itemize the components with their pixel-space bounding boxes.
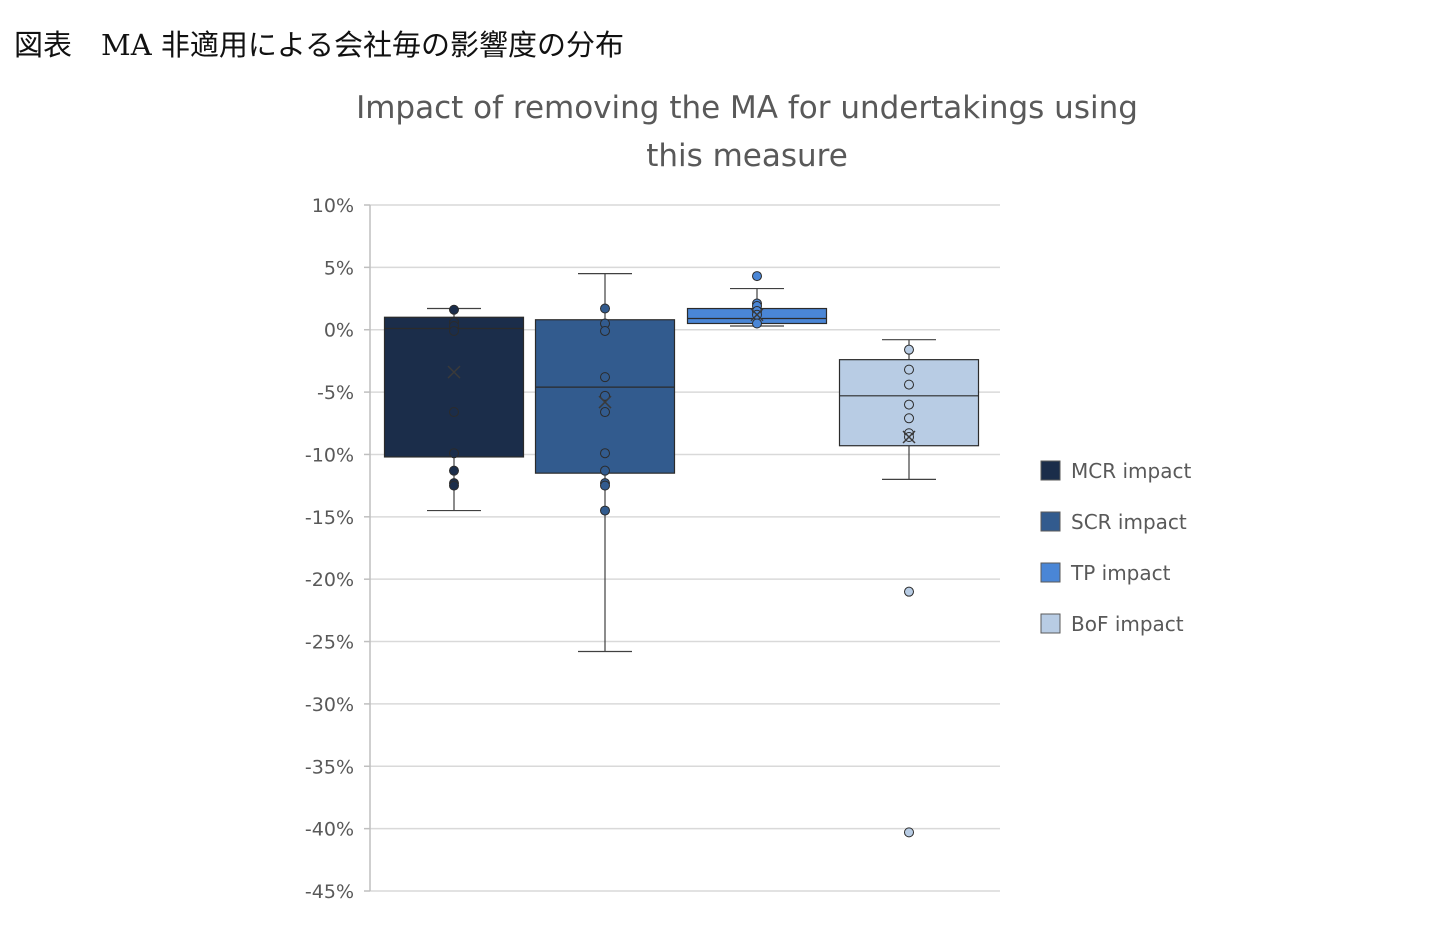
- legend-label: TP impact: [1070, 561, 1171, 585]
- figure-caption: 図表 MA 非適用による会社毎の影響度の分布: [14, 28, 624, 62]
- data-point: [600, 303, 610, 314]
- y-tick-label: -45%: [305, 881, 354, 903]
- mean-marker: [902, 430, 916, 444]
- y-tick-label: -15%: [305, 507, 354, 529]
- legend: MCR impact SCR impact TP impact BoF impact: [1040, 459, 1191, 636]
- legend-swatch: [1040, 511, 1061, 532]
- data-point: [904, 344, 914, 355]
- data-point: [449, 480, 459, 491]
- y-tick-label: 10%: [312, 195, 354, 217]
- data-point: [904, 399, 914, 410]
- y-tick-label: -10%: [305, 444, 354, 466]
- data-point: [904, 586, 914, 597]
- box-series: [838, 339, 980, 838]
- data-point: [600, 372, 610, 383]
- chart-title-line-1: Impact of removing the MA for undertakin…: [356, 90, 1138, 126]
- legend-label: MCR impact: [1071, 459, 1191, 483]
- mean-marker-stroke: [598, 395, 612, 409]
- y-tick-label: 0%: [324, 320, 354, 342]
- data-point: [600, 465, 610, 476]
- gridlines: [370, 204, 1000, 892]
- plot-area: [383, 271, 980, 838]
- data-point: [600, 505, 610, 516]
- box-series: [383, 304, 525, 512]
- data-point: [449, 304, 459, 315]
- legend-swatch: [1040, 460, 1061, 481]
- y-tick-label: -5%: [317, 382, 354, 404]
- y-tick-label: -40%: [305, 819, 354, 841]
- y-axis: 10% 5% 0% -5% -10% -15% -20% -25% -30% -35% -40% -4…: [305, 195, 371, 903]
- data-point: [449, 465, 459, 476]
- data-point: [449, 448, 459, 459]
- y-tick-label: -20%: [305, 569, 354, 591]
- mean-marker-stroke: [902, 430, 916, 444]
- y-tick-label: 5%: [324, 257, 354, 279]
- data-point: [904, 379, 914, 390]
- data-point: [752, 271, 762, 282]
- y-tick-label: -25%: [305, 632, 354, 654]
- data-point: [600, 448, 610, 459]
- data-point: [600, 480, 610, 491]
- data-point: [449, 407, 459, 418]
- mean-marker: [447, 365, 461, 379]
- legend-swatch: [1040, 613, 1061, 634]
- data-point: [904, 413, 914, 424]
- data-point: [600, 407, 610, 418]
- mean-marker: [598, 395, 612, 409]
- y-tick-label: -30%: [305, 694, 354, 716]
- legend-item: SCR impact: [1040, 510, 1187, 534]
- data-point: [752, 318, 762, 329]
- box-series: [686, 271, 828, 329]
- data-point: [904, 827, 914, 838]
- chart-title-line-2: this measure: [646, 138, 848, 174]
- y-tick-label: -35%: [305, 756, 354, 778]
- data-point: [600, 325, 610, 336]
- legend-item: TP impact: [1040, 561, 1171, 585]
- box: [383, 316, 525, 458]
- mean-marker-stroke: [750, 308, 764, 322]
- legend-swatch: [1040, 562, 1061, 583]
- mean-marker-stroke: [447, 365, 461, 379]
- mean-marker: [750, 308, 764, 322]
- box-series: [534, 273, 676, 653]
- legend-label: BoF impact: [1071, 612, 1184, 636]
- legend-label: SCR impact: [1071, 510, 1187, 534]
- data-point: [600, 390, 610, 401]
- data-point: [449, 325, 459, 336]
- data-point: [904, 364, 914, 375]
- legend-item: MCR impact: [1040, 459, 1191, 483]
- legend-item: BoF impact: [1040, 612, 1184, 636]
